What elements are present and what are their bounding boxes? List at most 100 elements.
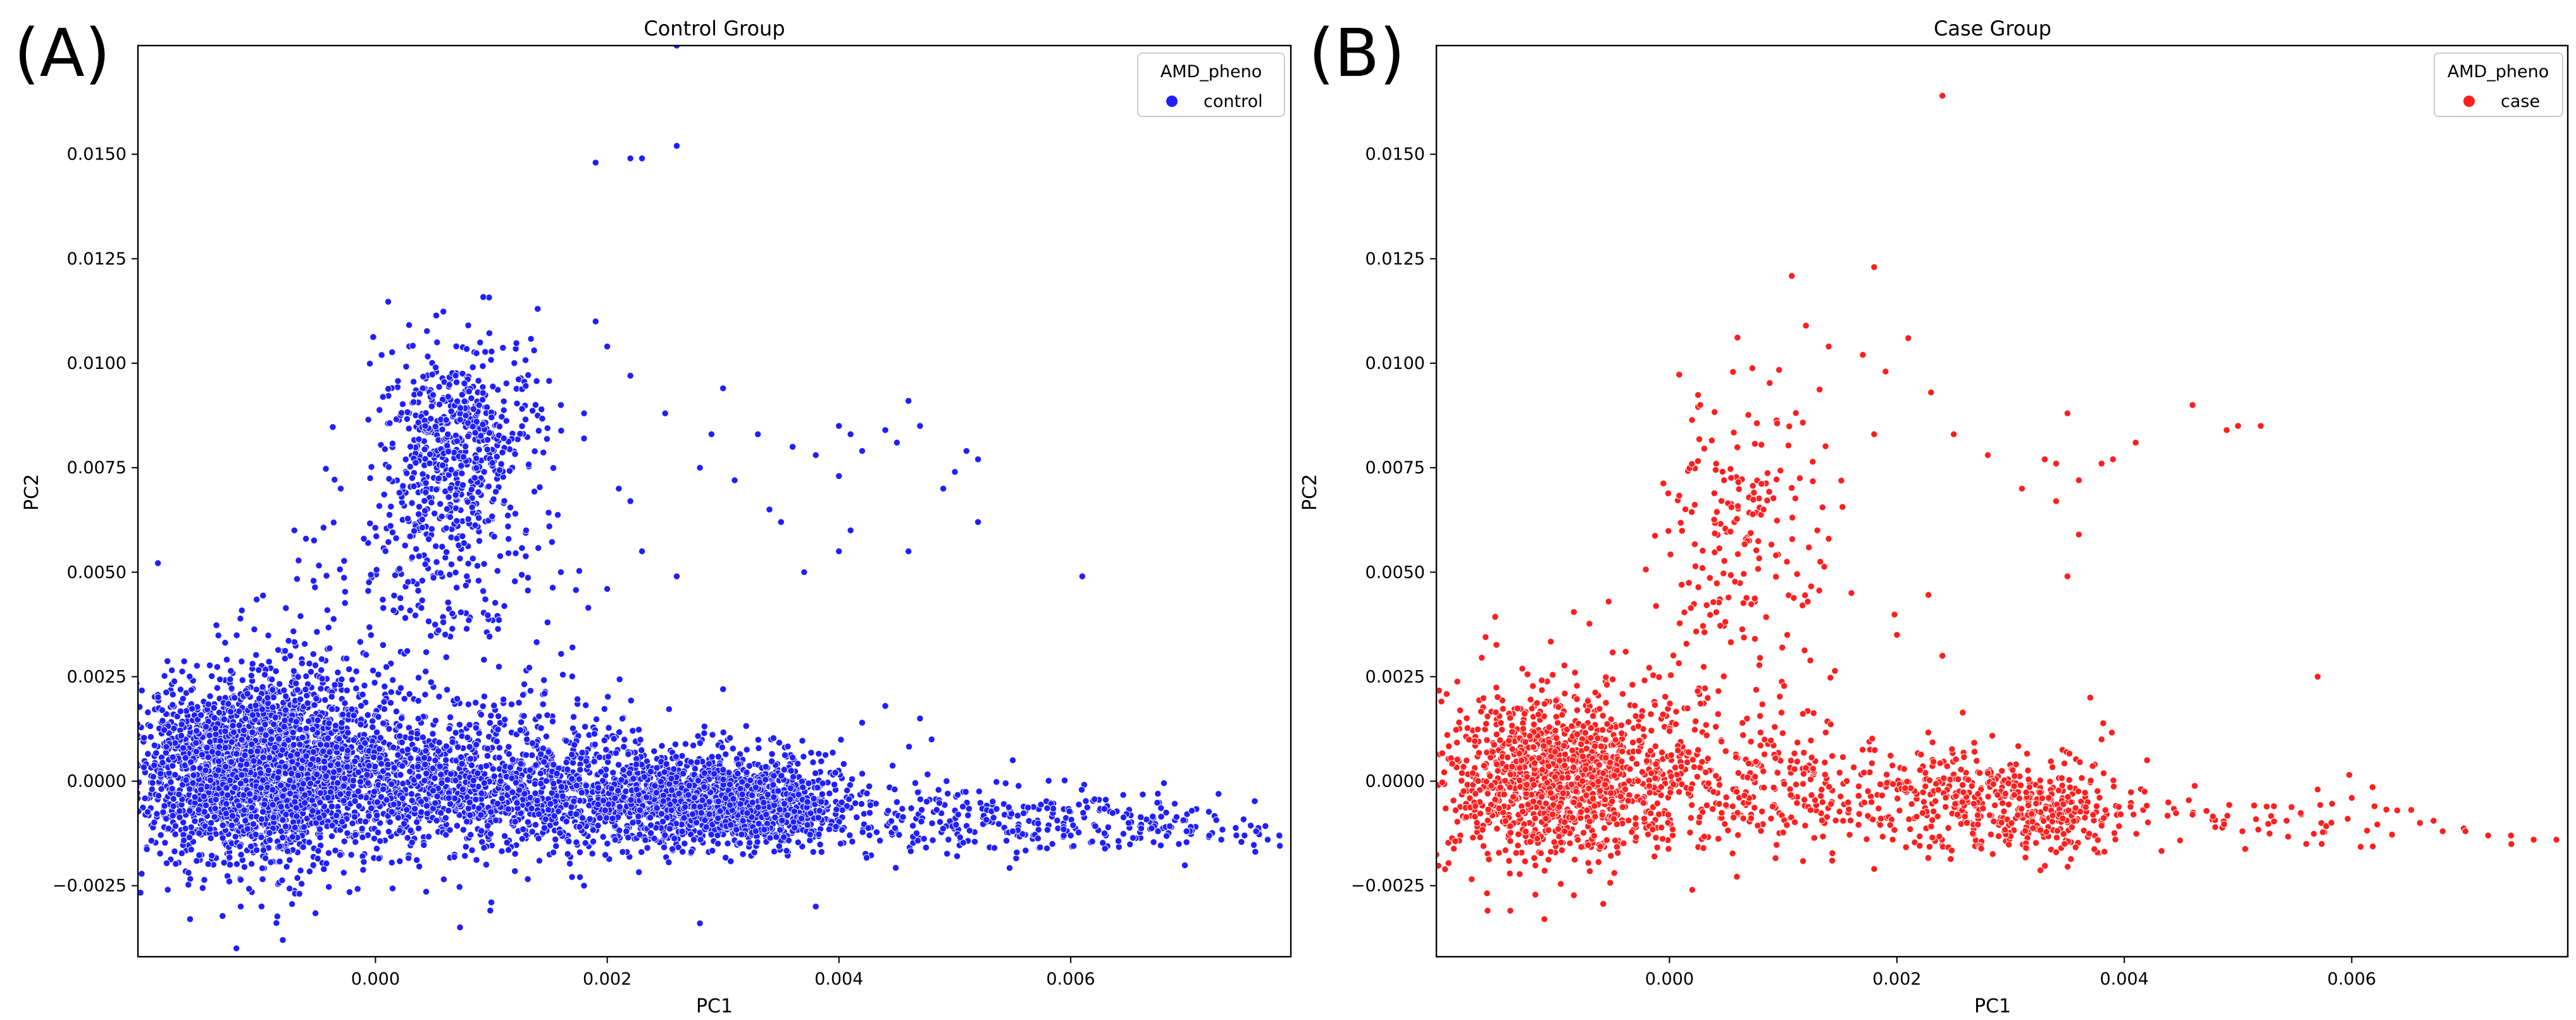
scatter-point (247, 843, 255, 850)
scatter-point (273, 912, 281, 920)
scatter-point (207, 819, 215, 827)
scatter-point (91, 794, 97, 800)
scatter-point (676, 759, 684, 768)
scatter-point (316, 833, 324, 842)
scatter-point (787, 767, 795, 774)
scatter-point (348, 676, 356, 683)
scatter-point (356, 778, 364, 786)
scatter-point (678, 752, 686, 760)
scatter-point (775, 739, 783, 747)
scatter-point (255, 666, 263, 674)
scatter-point (549, 849, 557, 856)
scatter-point (830, 781, 838, 788)
scatter-point (222, 810, 230, 818)
scatter-point (128, 726, 134, 732)
scatter-point (161, 802, 168, 810)
scatter-point (463, 818, 471, 826)
scatter-point (193, 662, 201, 669)
scatter-point (238, 657, 246, 666)
scatter-point (647, 821, 655, 829)
scatter-point (464, 700, 472, 708)
scatter-point (228, 812, 237, 820)
scatter-point (625, 750, 632, 758)
scatter-point (264, 766, 273, 774)
scatter-point (129, 727, 135, 733)
scatter-point (522, 751, 530, 759)
scatter-point (848, 775, 856, 783)
scatter-point (564, 766, 571, 773)
scatter-point (89, 723, 96, 730)
scatter-point (490, 773, 498, 780)
scatter-point (215, 766, 222, 774)
scatter-point (294, 771, 302, 780)
scatter-point (328, 802, 335, 811)
y-axis-title: PC2 (21, 474, 43, 511)
scatter-point (517, 760, 525, 768)
scatter-point (422, 747, 430, 755)
scatter-point (259, 808, 267, 816)
scatter-point (235, 721, 243, 729)
scatter-point (602, 851, 609, 859)
scatter-point (454, 743, 462, 751)
scatter-point (215, 631, 222, 639)
scatter-point (566, 860, 574, 868)
scatter-point (532, 790, 539, 797)
scatter-point (344, 747, 352, 754)
scatter-point (422, 888, 430, 895)
scatter-point (474, 769, 482, 777)
scatter-point (427, 678, 435, 686)
scatter-point (575, 775, 583, 783)
scatter-point (246, 790, 254, 798)
scatter-point (565, 838, 573, 845)
scatter-point (70, 723, 76, 729)
scatter-point (163, 859, 171, 867)
scatter-point (254, 747, 261, 755)
scatter-point (333, 812, 340, 819)
scatter-point (528, 739, 537, 747)
scatter-point (726, 734, 734, 742)
scatter-point (274, 646, 282, 654)
scatter-point (206, 776, 215, 784)
scatter-point (278, 833, 287, 842)
scatter-point (390, 743, 397, 751)
scatter-point (242, 817, 249, 824)
scatter-point (477, 811, 485, 819)
scatter-point (385, 725, 393, 733)
scatter-point (573, 810, 580, 818)
scatter-point (313, 771, 321, 778)
scatter-point (621, 736, 628, 743)
scatter-point (182, 754, 189, 762)
scatter-point (317, 685, 325, 692)
scatter-point (650, 747, 658, 755)
scatter-point (291, 824, 299, 831)
scatter-point (115, 831, 121, 837)
scatter-point (302, 685, 309, 693)
scatter-point (233, 750, 240, 757)
scatter-point (719, 728, 727, 737)
scatter-point (283, 863, 290, 871)
scatter-point (689, 742, 697, 749)
scatter-point (569, 725, 577, 732)
scatter-point (658, 742, 666, 750)
scatter-point (271, 714, 279, 721)
scatter-point (158, 706, 166, 714)
scatter-point (635, 812, 642, 820)
scatter-point (279, 792, 287, 800)
scatter-point (385, 828, 392, 835)
scatter-point (168, 785, 176, 793)
scatter-point (635, 726, 643, 733)
scatter-point (328, 705, 336, 713)
scatter-point (175, 790, 183, 799)
scatter-point (191, 793, 199, 801)
scatter-point (799, 737, 806, 745)
scatter-point (146, 722, 154, 730)
scatter-point (53, 786, 59, 792)
scatter-point (784, 743, 792, 750)
scatter-point (123, 743, 129, 750)
scatter-point (638, 848, 645, 856)
scatter-point (470, 776, 478, 785)
scatter-point (199, 884, 206, 892)
scatter-point (513, 799, 521, 807)
scatter-point (351, 757, 359, 765)
scatter-point (115, 821, 121, 827)
